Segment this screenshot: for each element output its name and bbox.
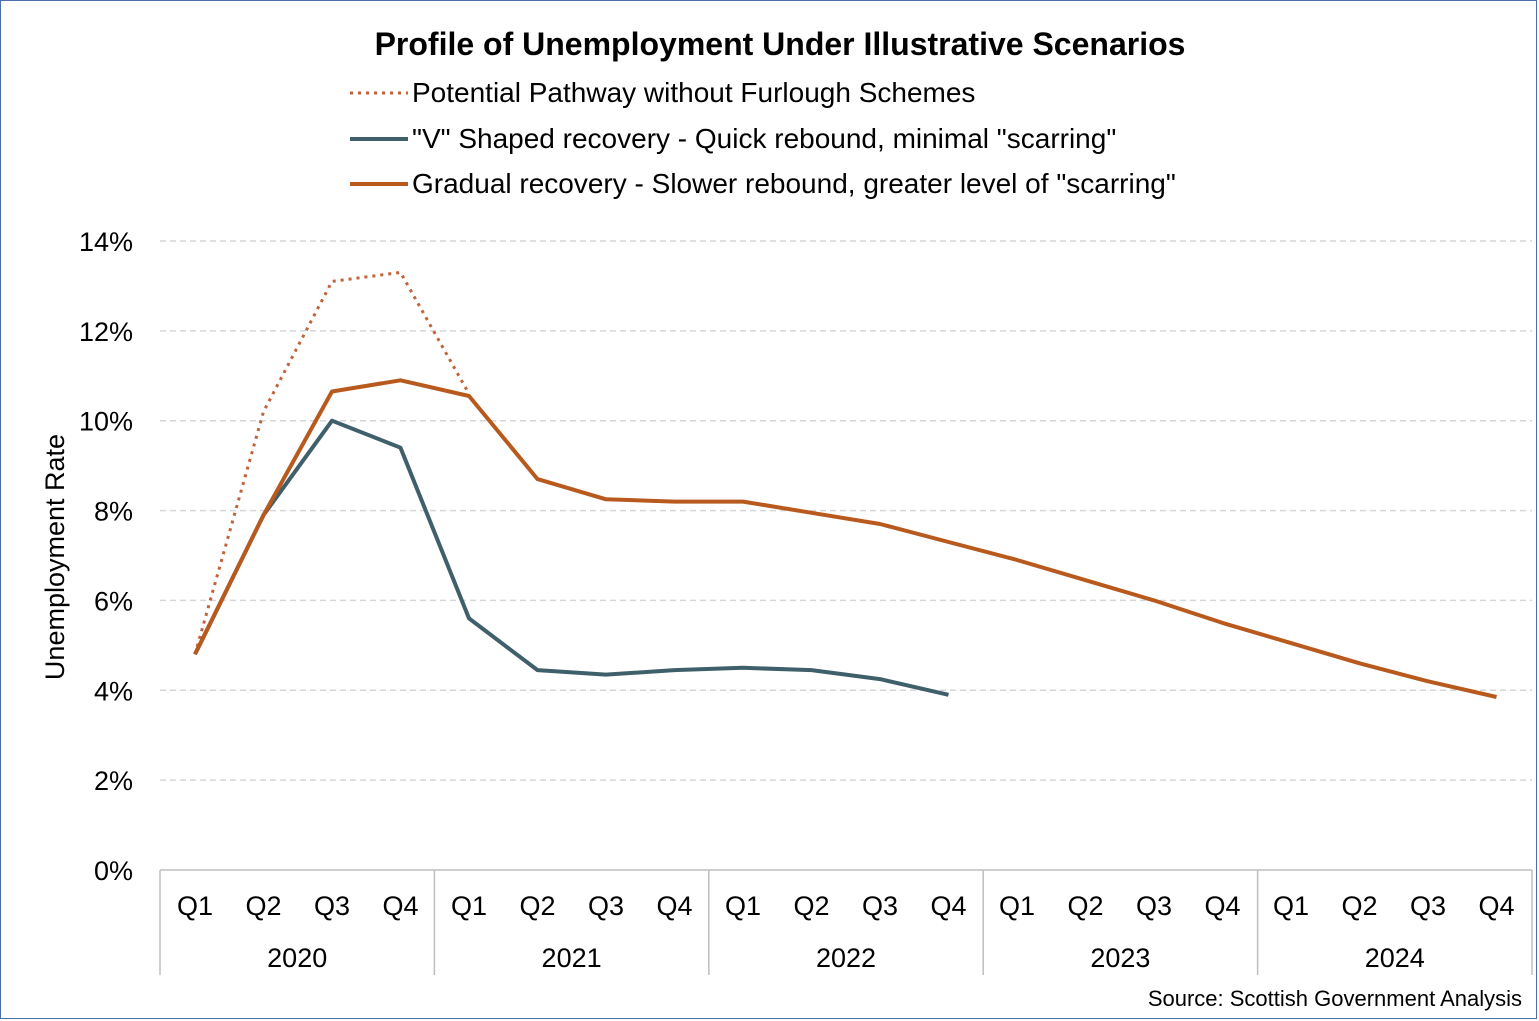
- x-tick-label: Q2: [1341, 891, 1377, 921]
- series-line: [193, 270, 471, 655]
- series-line: [193, 418, 949, 697]
- x-tick-label: Q2: [519, 891, 555, 921]
- x-tick-label: Q1: [1273, 891, 1309, 921]
- x-tick-label: Q4: [382, 891, 418, 921]
- y-tick-label: 10%: [79, 407, 133, 437]
- legend-label: Gradual recovery - Slower rebound, great…: [412, 168, 1176, 199]
- year-label: 2023: [1090, 943, 1150, 973]
- x-tick-label: Q4: [930, 891, 966, 921]
- x-tick-label: Q1: [177, 891, 213, 921]
- year-label: 2022: [816, 943, 876, 973]
- y-axis-label: Unemployment Rate: [40, 434, 70, 680]
- x-tick-label: Q1: [451, 891, 487, 921]
- legend-label: "V" Shaped recovery - Quick rebound, min…: [412, 123, 1116, 154]
- y-tick-label: 12%: [79, 317, 133, 347]
- y-tick-label: 4%: [94, 676, 133, 706]
- x-tick-label: Q1: [999, 891, 1035, 921]
- x-tick-label: Q4: [1478, 891, 1514, 921]
- x-tick-label: Q4: [656, 891, 692, 921]
- x-tick-label: Q3: [314, 891, 350, 921]
- x-tick-label: Q1: [725, 891, 761, 921]
- year-label: 2021: [542, 943, 602, 973]
- x-tick-label: Q2: [1067, 891, 1103, 921]
- y-tick-label: 14%: [79, 227, 133, 257]
- x-tick-label: Q3: [1410, 891, 1446, 921]
- year-label: 2024: [1365, 943, 1425, 973]
- x-axis: Q1 Q2 Q3 Q4 Q1 Q2 Q3 Q4 Q1 Q2 Q3 Q4 Q1 Q2 Q3 Q4 Q1 Q2 Q3 Q4…: [159, 869, 1533, 975]
- legend-label: Potential Pathway without Furlough Schem…: [412, 77, 975, 108]
- y-tick-label: 6%: [94, 586, 133, 616]
- series-line: [193, 378, 1497, 699]
- y-tick-label: 2%: [94, 766, 133, 796]
- y-axis-ticks: 0% 2% 4% 6% 8% 10% 12% 14%: [79, 227, 133, 886]
- y-tick-label: 0%: [94, 856, 133, 886]
- source-note: Source: Scottish Government Analysis: [1148, 986, 1522, 1011]
- series-lines: [193, 270, 1497, 699]
- year-label: 2020: [267, 943, 327, 973]
- x-tick-label: Q2: [793, 891, 829, 921]
- gridlines: [160, 240, 1532, 781]
- x-tick-label: Q3: [1136, 891, 1172, 921]
- x-tick-label: Q2: [245, 891, 281, 921]
- chart-title: Profile of Unemployment Under Illustrati…: [375, 26, 1186, 62]
- legend: Potential Pathway without Furlough Schem…: [350, 77, 1176, 199]
- y-tick-label: 8%: [94, 497, 133, 527]
- x-tick-label: Q4: [1204, 891, 1240, 921]
- x-tick-label: Q3: [588, 891, 624, 921]
- x-tick-label: Q3: [862, 891, 898, 921]
